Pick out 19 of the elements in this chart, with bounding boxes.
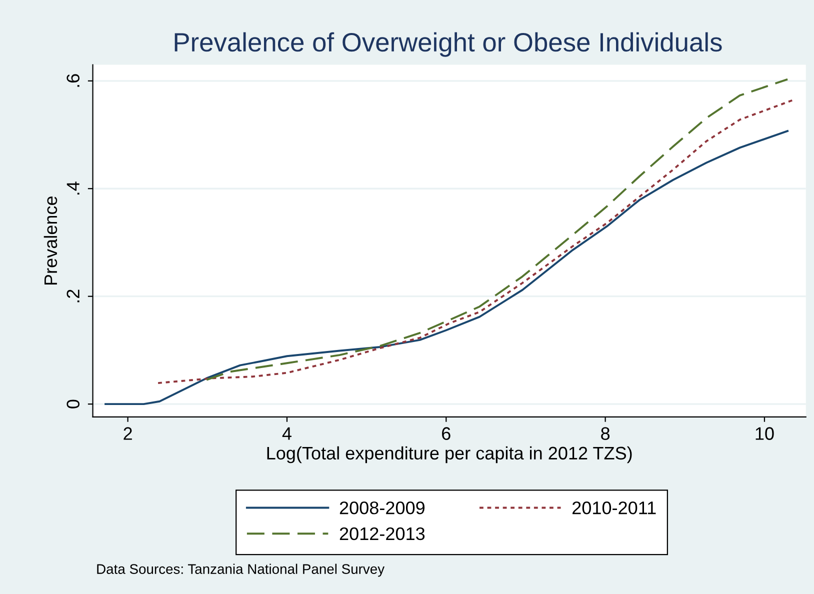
- y-axis-title: Prevalence: [44, 196, 58, 285]
- x-tick-label: 6: [442, 427, 450, 440]
- line-series: [206, 78, 789, 381]
- x-tick-label: 4: [282, 427, 292, 440]
- chart-title: Prevalence of Overweight or Obese Individuals: [174, 32, 722, 57]
- y-tick-label: .4: [66, 182, 80, 195]
- x-axis-title: Log(Total expenditure per capita in 2012 TZS): [267, 446, 632, 464]
- text: Data Sources: Tanzania National Panel Survey: [97, 564, 385, 577]
- legend-label: 2008-2009: [340, 501, 425, 514]
- x-tick-label: 10: [756, 427, 774, 440]
- y-tick-label: .2: [66, 290, 80, 302]
- x-tick-label: 2: [124, 427, 132, 440]
- legend-label: 2010-2011: [572, 501, 656, 514]
- legend-label: 2012-2013: [340, 527, 425, 540]
- y-tick-label: 0: [66, 400, 80, 408]
- line-series: [104, 130, 789, 406]
- y-tick-label: .6: [66, 74, 80, 87]
- line-series: [157, 99, 794, 384]
- x-tick-label: 8: [601, 427, 610, 440]
